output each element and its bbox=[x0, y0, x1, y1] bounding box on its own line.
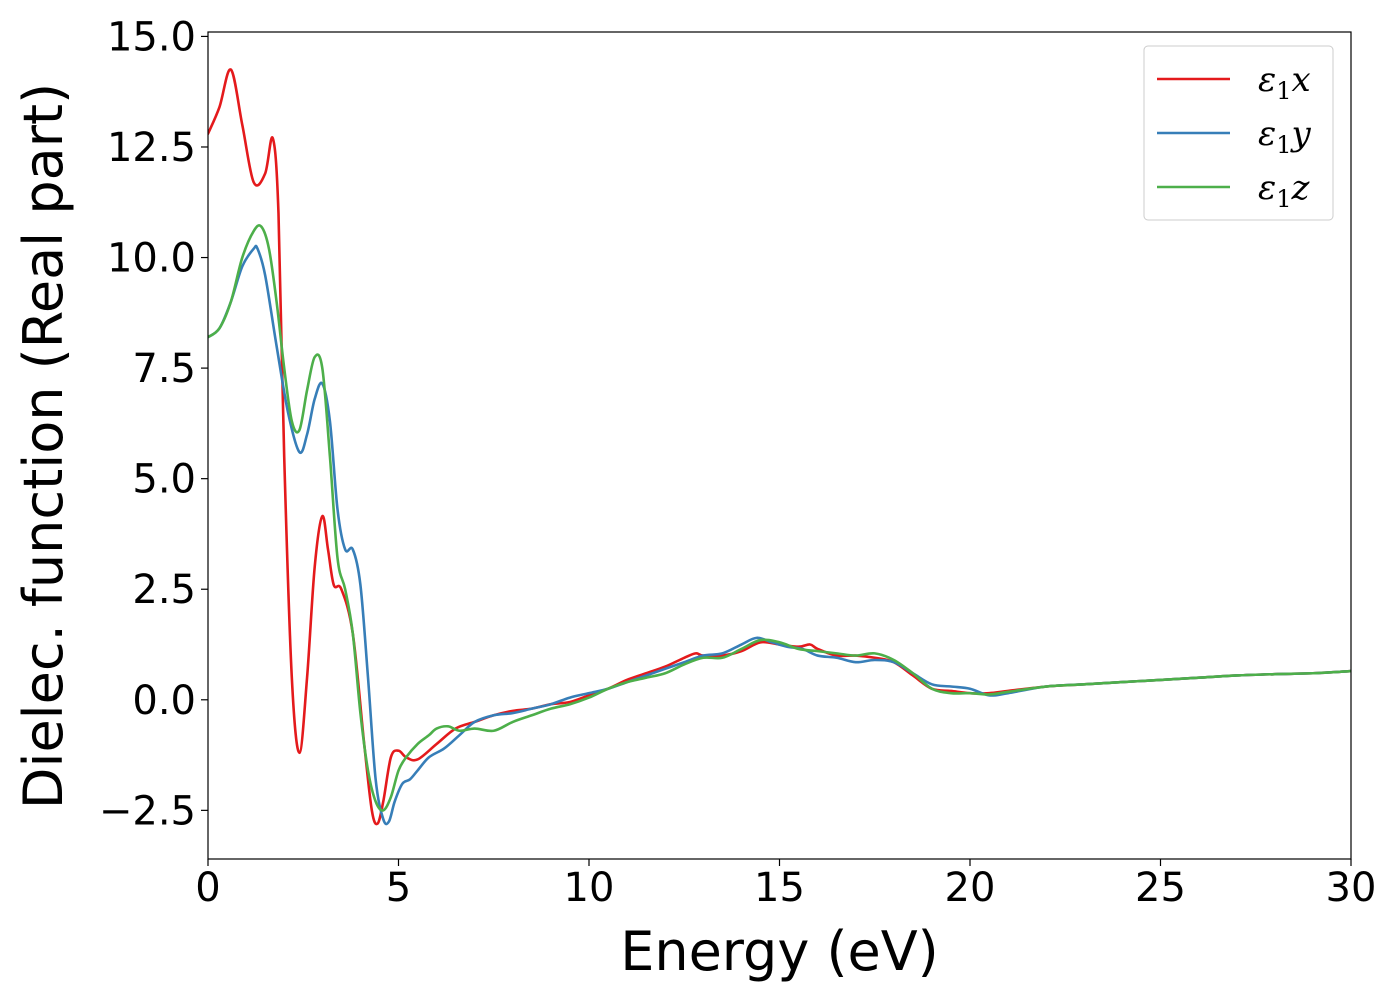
x-tick-label: 15 bbox=[754, 865, 805, 911]
y-tick-label: 7.5 bbox=[132, 346, 196, 392]
y-tick-label: 0.0 bbox=[132, 678, 196, 724]
x-tick-label: 0 bbox=[195, 865, 220, 911]
legend-frame bbox=[1143, 45, 1334, 221]
series-line-y bbox=[208, 244, 1351, 826]
x-tick-label: 25 bbox=[1135, 865, 1186, 911]
legend-label-x: ε1x bbox=[1258, 60, 1311, 105]
x-axis-title: Energy (eV) bbox=[620, 920, 939, 983]
y-axis: −2.5 0.0 2.5 5.0 7.5 10.0 12.5 15.0 bbox=[99, 14, 208, 834]
series-layer bbox=[208, 68, 1351, 826]
y-tick-label: 2.5 bbox=[132, 567, 196, 613]
x-tick-label: 10 bbox=[564, 865, 615, 911]
series-line-z bbox=[208, 224, 1351, 812]
legend-label-y: ε1y bbox=[1258, 114, 1312, 159]
y-tick-label: 10.0 bbox=[107, 236, 196, 282]
legend-label-z: ε1z bbox=[1258, 168, 1311, 213]
x-tick-label: 5 bbox=[386, 865, 411, 911]
x-tick-label: 20 bbox=[945, 865, 996, 911]
y-tick-label: 12.5 bbox=[107, 125, 196, 171]
y-axis-title: Dielec. function (Real part) bbox=[12, 83, 75, 809]
legend: ε1x ε1y ε1z bbox=[1143, 45, 1334, 221]
y-tick-label: 5.0 bbox=[132, 457, 196, 503]
x-tick-label: 30 bbox=[1326, 865, 1377, 911]
y-tick-label: 15.0 bbox=[107, 14, 196, 60]
y-tick-label: −2.5 bbox=[99, 788, 196, 834]
x-axis: 0 5 10 15 20 25 30 bbox=[195, 859, 1376, 911]
